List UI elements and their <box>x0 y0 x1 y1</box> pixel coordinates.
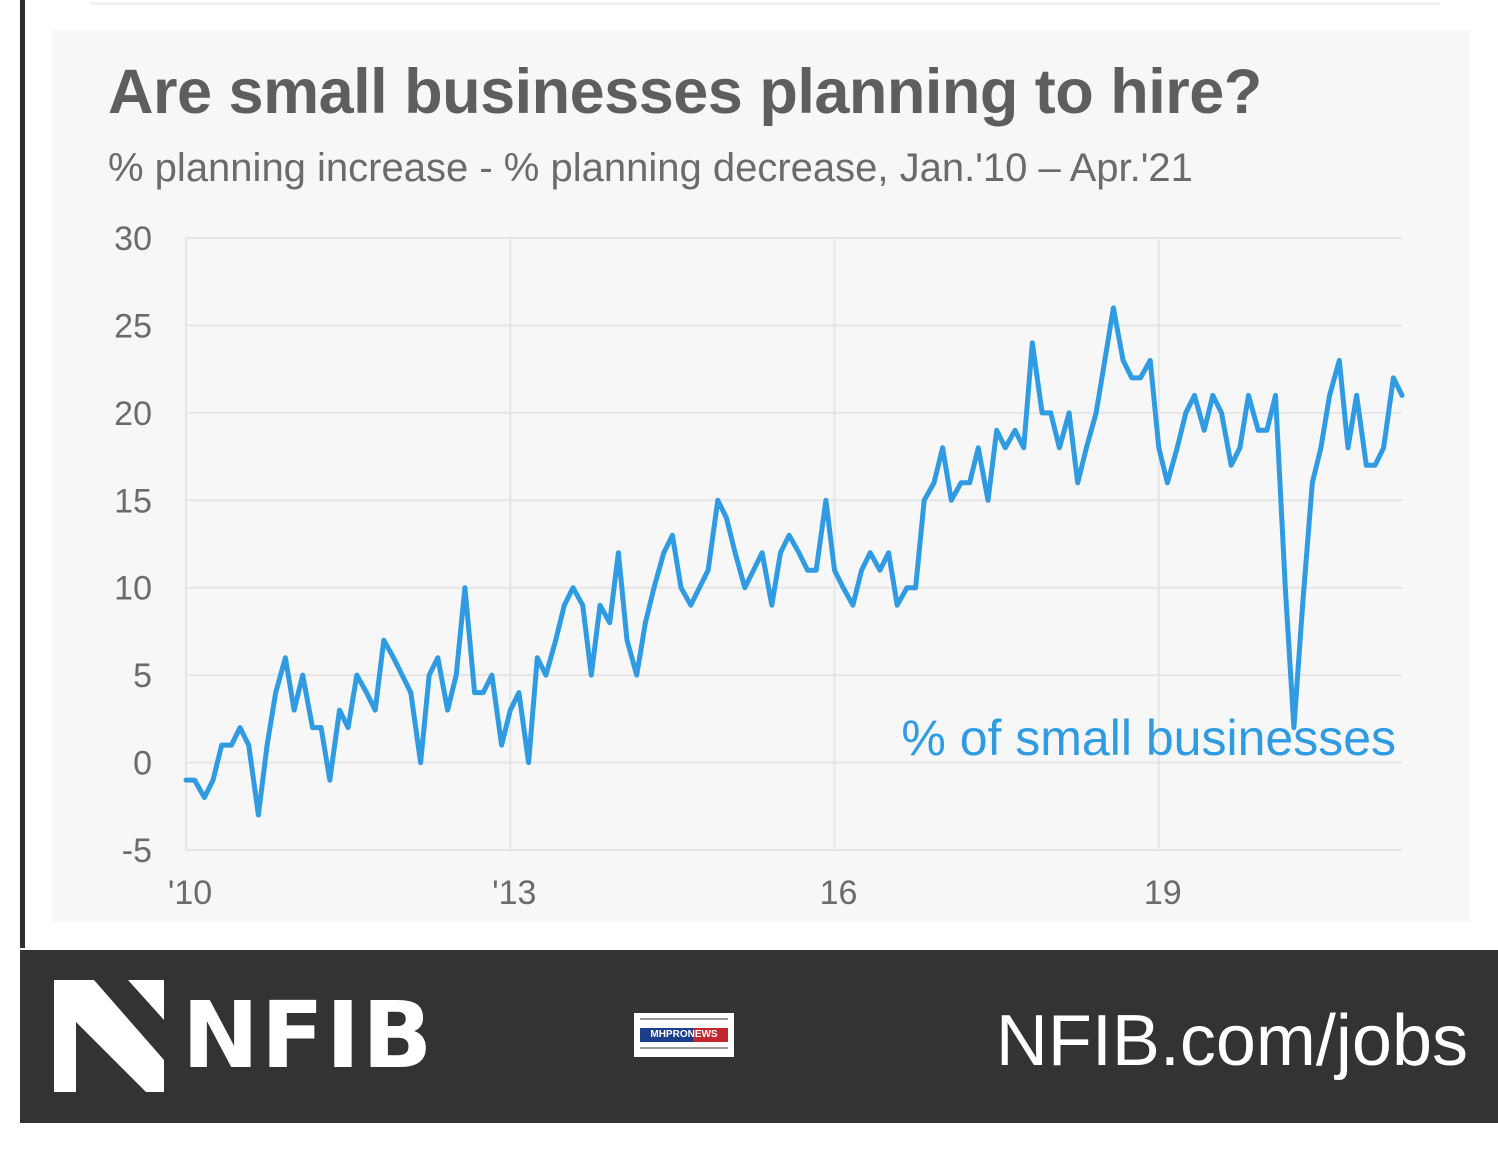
line-chart: 30 25 20 15 10 5 0 -5 '10 '13 16 19 % of small busin… <box>114 220 1405 912</box>
nfib-logo[interactable]: NFIB <box>54 980 474 1100</box>
footer-bar: NFIB MHPRONEWS NFIB.com/jobs <box>20 950 1498 1123</box>
nfib-url-link[interactable]: NFIB.com/jobs <box>995 1001 1468 1081</box>
y-tick-label: 25 <box>114 307 152 345</box>
nfib-mark-icon <box>54 980 164 1092</box>
chart-title: Are small businesses planning to hire? <box>108 57 1262 127</box>
nfib-wordmark: NFIB <box>182 982 435 1089</box>
y-tick-label: -5 <box>122 832 152 870</box>
badge-logo: MHPRONEWS <box>640 1028 728 1042</box>
series-annotation: % of small businesses <box>901 710 1396 766</box>
mhpronews-badge[interactable]: MHPRONEWS <box>634 1013 734 1057</box>
x-tick-label: 19 <box>1144 874 1182 912</box>
x-tick-label: 16 <box>820 874 858 912</box>
badge-fine-print-bottom <box>640 1047 728 1049</box>
chart-subtitle: % planning increase - % planning decreas… <box>108 146 1193 190</box>
left-border <box>20 0 25 948</box>
x-tick-label: '10 <box>168 874 212 912</box>
chart-panel <box>52 30 1470 922</box>
top-divider <box>90 2 1440 5</box>
y-tick-label: 30 <box>114 220 152 258</box>
x-tick-label: '13 <box>492 874 536 912</box>
y-tick-label: 5 <box>133 657 152 695</box>
y-tick-label: 20 <box>114 395 152 433</box>
badge-fine-print-top <box>640 1018 728 1020</box>
y-tick-label: 15 <box>114 482 152 520</box>
y-tick-label: 0 <box>133 745 152 783</box>
y-tick-label: 10 <box>114 570 152 608</box>
series-line <box>183 305 1405 818</box>
